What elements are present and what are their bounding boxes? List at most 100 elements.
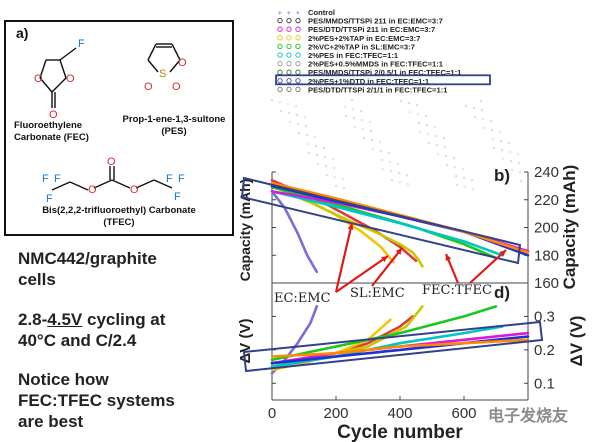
svg-text:O: O: [66, 73, 75, 85]
legend-label-7: PES/MMDS/TTSPi 2/0.5/1 in FEC:TFEC=1:1: [308, 68, 462, 77]
scatter-marker: [306, 142, 310, 146]
voltage-ylabel-right: ΔV (V): [567, 316, 586, 367]
scatter-marker: [470, 178, 474, 182]
scatter-marker: [295, 113, 299, 117]
scatter-marker: [444, 154, 448, 158]
scatter-marker: [351, 107, 355, 111]
svg-text:F: F: [166, 173, 173, 185]
annotation-ec-emc: EC:EMC: [274, 291, 331, 306]
legend-marker: [277, 17, 283, 24]
svg-text:F: F: [178, 173, 185, 185]
annotation-arrow-4: [469, 249, 507, 284]
scatter-marker: [287, 111, 291, 115]
legend-marker: [277, 43, 283, 50]
scatter-marker: [297, 131, 301, 135]
notice-note: Notice how FEC:TFEC systems are best: [18, 370, 175, 431]
annotation-arrowhead-3: [445, 254, 452, 261]
legend-label-0: Control: [308, 8, 335, 17]
legend-marker: [277, 35, 283, 41]
scatter-marker: [322, 146, 326, 150]
scatter-marker: [489, 119, 493, 123]
scatter-marker: [462, 176, 466, 180]
voltage-series-line-8: [270, 338, 530, 358]
scatter-marker: [518, 170, 522, 174]
fec-label: Fluoroethylene Carbonate (FEC): [14, 120, 89, 143]
molecule-drawings: a) F O O O: [16, 25, 187, 205]
annotation-arrowhead-4: [499, 250, 506, 257]
legend-marker: [277, 78, 283, 84]
scatter-marker: [370, 138, 374, 142]
annotation-arrowhead-1: [381, 256, 388, 263]
svg-text:F: F: [174, 191, 181, 203]
panel-label-b: b): [494, 166, 510, 185]
scatter-marker: [368, 120, 372, 124]
scatter-marker: [501, 157, 505, 161]
scatter-marker: [397, 171, 401, 175]
scatter-marker: [303, 115, 307, 119]
legend-marker: [295, 43, 301, 50]
capacity-ytick-label: 220: [534, 192, 559, 209]
legend-marker: [286, 43, 292, 50]
voltage-series-line-4: [270, 305, 498, 362]
legend-highlight-box: [275, 74, 491, 86]
scatter-marker: [352, 116, 356, 120]
legend-marker: [277, 86, 283, 93]
scatter-marker: [452, 156, 456, 160]
capacity-ytick-label: 240: [534, 164, 559, 181]
scatter-marker: [304, 124, 308, 128]
scatter-marker: [387, 151, 391, 155]
scatter-marker: [331, 157, 335, 161]
scatter-marker: [434, 134, 438, 138]
scatter-marker: [381, 167, 385, 171]
scatter-marker: [379, 149, 383, 153]
scatter-marker: [378, 140, 382, 144]
scatter-marker: [464, 104, 468, 108]
scatter-marker: [305, 133, 309, 137]
voltage-xtick-label: 400: [387, 405, 412, 422]
cells-note: NMC442/graphite cells: [18, 249, 157, 289]
svg-text:O: O: [144, 81, 153, 93]
legend-marker: [286, 60, 292, 67]
scatter-marker: [415, 103, 419, 107]
scatter-marker: [332, 166, 336, 170]
scatter-marker: [342, 186, 346, 190]
scatter-marker: [276, 172, 280, 176]
tfec-structure: [51, 166, 173, 191]
scatter-marker: [443, 145, 447, 149]
scatter-marker: [442, 136, 446, 140]
voltage-series-line-7: [270, 335, 530, 365]
scatter-marker: [362, 136, 366, 140]
scatter-marker: [453, 165, 457, 169]
annotation-arrow-2: [371, 247, 403, 287]
svg-text:O: O: [172, 81, 181, 93]
scatter-marker: [445, 163, 449, 167]
scatter-marker: [499, 139, 503, 143]
scatter-marker: [491, 137, 495, 141]
legend-marker: +: [296, 9, 301, 18]
pes-label: Prop-1-ene-1,3-sultone (PES): [122, 114, 226, 137]
legend-marker: [286, 35, 292, 41]
tfec-label: Bis(2,2,2-trifluoroethyl) Carbonate (TFEC…: [42, 205, 196, 228]
capacity-ylabel-left: Capacity (mAh): [237, 179, 253, 282]
panel-label-a: a): [16, 25, 28, 41]
legend-marker: [295, 78, 301, 84]
capacity-highlight-box: [240, 176, 522, 265]
scatter-marker: [371, 147, 375, 151]
svg-text:O: O: [178, 57, 187, 69]
scatter-marker: [482, 126, 486, 130]
panel-label-d: d): [494, 283, 510, 302]
scatter-marker: [380, 158, 384, 162]
svg-text:F: F: [54, 173, 61, 185]
legend-marker: [277, 60, 283, 67]
scatter-marker: [390, 178, 394, 182]
legend-marker: [286, 52, 292, 58]
scatter-marker: [333, 175, 337, 179]
voltage-ytick-label: 0.1: [534, 375, 555, 392]
svg-text:F: F: [46, 193, 53, 205]
scatter-marker: [473, 115, 477, 119]
scatter-marker: [461, 167, 465, 171]
scatter-marker: [323, 155, 327, 159]
legend-marker: [277, 26, 283, 32]
voltage-xtick-label: 200: [323, 405, 348, 422]
legend-marker: [277, 52, 283, 58]
